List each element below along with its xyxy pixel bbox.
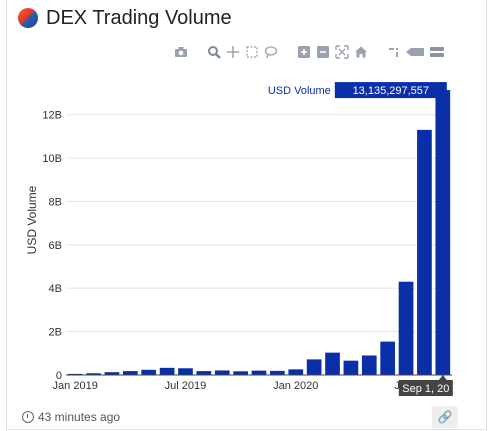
zoom-out-icon[interactable] <box>314 44 331 61</box>
bar[interactable] <box>104 372 120 375</box>
hover-series-name: USD Volume <box>268 85 331 97</box>
y-tick-label: 12B <box>42 110 62 122</box>
y-axis-title: USD Volume <box>25 185 39 254</box>
bar[interactable] <box>361 355 377 375</box>
hover-x-box <box>398 380 453 396</box>
hover-value-text: 13,135,297,557 <box>353 85 429 97</box>
bar[interactable] <box>67 373 83 375</box>
y-tick-label: 8B <box>49 196 62 208</box>
last-updated-text: 43 minutes ago <box>38 410 121 424</box>
y-tick-label: 10B <box>42 153 62 165</box>
y-tick-label: 0 <box>56 370 62 382</box>
y-axis-ticks: 0 2B 4B 6B 8B 10B 12B <box>42 110 62 382</box>
box-select-icon[interactable] <box>243 44 260 61</box>
bar[interactable] <box>325 352 340 375</box>
zoom-icon[interactable] <box>205 44 222 61</box>
bar[interactable] <box>270 370 285 375</box>
autoscale-icon[interactable] <box>333 44 350 61</box>
plot-modebar <box>172 42 448 62</box>
hover-closest-icon[interactable] <box>404 44 426 61</box>
bar[interactable] <box>288 369 304 375</box>
bar[interactable] <box>398 281 414 375</box>
link-button[interactable]: 🔗 <box>432 406 458 428</box>
bar[interactable] <box>214 370 230 375</box>
lasso-icon[interactable] <box>262 44 279 61</box>
bar[interactable] <box>141 369 157 375</box>
bar[interactable] <box>417 129 432 375</box>
hover-tooltip: 13,135,297,557 USD Volume Sep 1, 20 <box>268 82 453 396</box>
hover-x-text: Sep 1, 20 <box>402 383 449 395</box>
y-tick-label: 4B <box>49 283 62 295</box>
camera-icon[interactable] <box>172 44 189 61</box>
bar[interactable] <box>233 371 248 375</box>
y-tick-label: 2B <box>49 327 62 339</box>
last-updated: 43 minutes ago <box>22 410 120 424</box>
hover-compare-icon[interactable] <box>428 44 446 61</box>
card-border <box>486 0 487 431</box>
reset-axes-icon[interactable] <box>352 44 369 61</box>
x-tick-label: Jan 2019 <box>53 380 98 392</box>
bar[interactable] <box>122 371 138 375</box>
bar[interactable] <box>159 367 175 375</box>
bar[interactable] <box>343 360 359 375</box>
pan-icon[interactable] <box>224 44 241 61</box>
card-border <box>6 0 7 431</box>
bar[interactable] <box>251 370 267 375</box>
link-icon: 🔗 <box>437 410 453 424</box>
x-tick-label: Jul 2019 <box>165 380 207 392</box>
chart-header: DEX Trading Volume <box>18 5 232 31</box>
bar[interactable] <box>86 373 101 375</box>
clock-icon <box>22 411 34 423</box>
gridlines <box>66 114 452 333</box>
x-tick-label: Jan 2020 <box>273 380 318 392</box>
bar-series <box>67 90 451 375</box>
zoom-in-icon[interactable] <box>295 44 312 61</box>
bar[interactable] <box>306 359 322 375</box>
chart-title: DEX Trading Volume <box>46 6 232 29</box>
bar[interactable] <box>435 90 451 375</box>
dex-logo-icon <box>18 8 38 28</box>
bar[interactable] <box>380 341 396 375</box>
hover-x-pointer <box>438 375 447 380</box>
bar[interactable] <box>178 368 193 375</box>
card-border <box>6 429 487 430</box>
spike-lines-icon[interactable] <box>385 44 402 61</box>
hover-value-box <box>334 82 447 99</box>
bar[interactable] <box>196 371 212 375</box>
y-tick-label: 6B <box>49 240 62 252</box>
